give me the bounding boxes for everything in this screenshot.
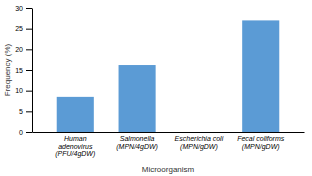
chart: 0 5 10 15 20 25 30 Humanadenovirus(PFU/4gDW) Sal… xyxy=(0,0,312,176)
y-tick-mark xyxy=(26,29,32,30)
y-tick-mark xyxy=(26,111,32,112)
y-tick: 30 xyxy=(15,5,32,12)
y-tick: 10 xyxy=(15,87,32,94)
y-tick-label: 0 xyxy=(19,129,23,136)
y-tick-mark xyxy=(26,132,32,133)
y-tick-label: 20 xyxy=(15,46,23,53)
y-tick: 0 xyxy=(19,129,32,136)
y-tick-mark xyxy=(26,49,32,50)
plot: 0 5 10 15 20 25 30 Humanadenovirus(PFU/4gDW) Sal… xyxy=(15,5,304,159)
bars xyxy=(57,20,280,132)
y-tick: 15 xyxy=(15,67,32,74)
y-tick: 5 xyxy=(19,108,32,115)
y-axis: 0 5 10 15 20 25 30 xyxy=(15,5,32,136)
y-tick: 25 xyxy=(15,25,32,32)
y-tick-label: 10 xyxy=(15,87,23,94)
y-tick-label: 5 xyxy=(19,108,23,115)
y-tick-label: 30 xyxy=(15,5,23,12)
y-tick: 20 xyxy=(15,46,32,53)
x-tick: Salmonella(MPN/4gDW) xyxy=(116,135,158,151)
bar xyxy=(119,65,156,132)
y-axis-title: Frequency (%) xyxy=(3,43,12,96)
bar xyxy=(57,97,94,132)
x-tick: Escherichia coli(MPN/gDW) xyxy=(175,135,224,151)
y-axis-line xyxy=(32,9,33,133)
x-tick-label: Fecal coliforms(MPN/gDW) xyxy=(237,135,285,151)
x-tick: Fecal coliforms(MPN/gDW) xyxy=(237,135,285,151)
bar xyxy=(180,132,217,133)
y-tick-label: 25 xyxy=(15,25,23,32)
x-axis-line xyxy=(33,132,305,133)
x-axis-title: Microorganism xyxy=(142,165,195,174)
x-tick-label: Humanadenovirus(PFU/4gDW) xyxy=(55,135,95,158)
x-tick-label: Escherichia coli(MPN/gDW) xyxy=(175,135,224,151)
bar xyxy=(242,20,279,132)
y-tick-mark xyxy=(26,70,32,71)
y-tick-mark xyxy=(26,8,32,9)
y-tick-mark xyxy=(26,91,32,92)
x-tick-label: Salmonella(MPN/4gDW) xyxy=(116,135,158,151)
y-tick-label: 15 xyxy=(15,67,23,74)
x-axis: Humanadenovirus(PFU/4gDW) Salmonella(MPN/… xyxy=(33,133,305,159)
x-tick: Humanadenovirus(PFU/4gDW) xyxy=(55,135,95,158)
